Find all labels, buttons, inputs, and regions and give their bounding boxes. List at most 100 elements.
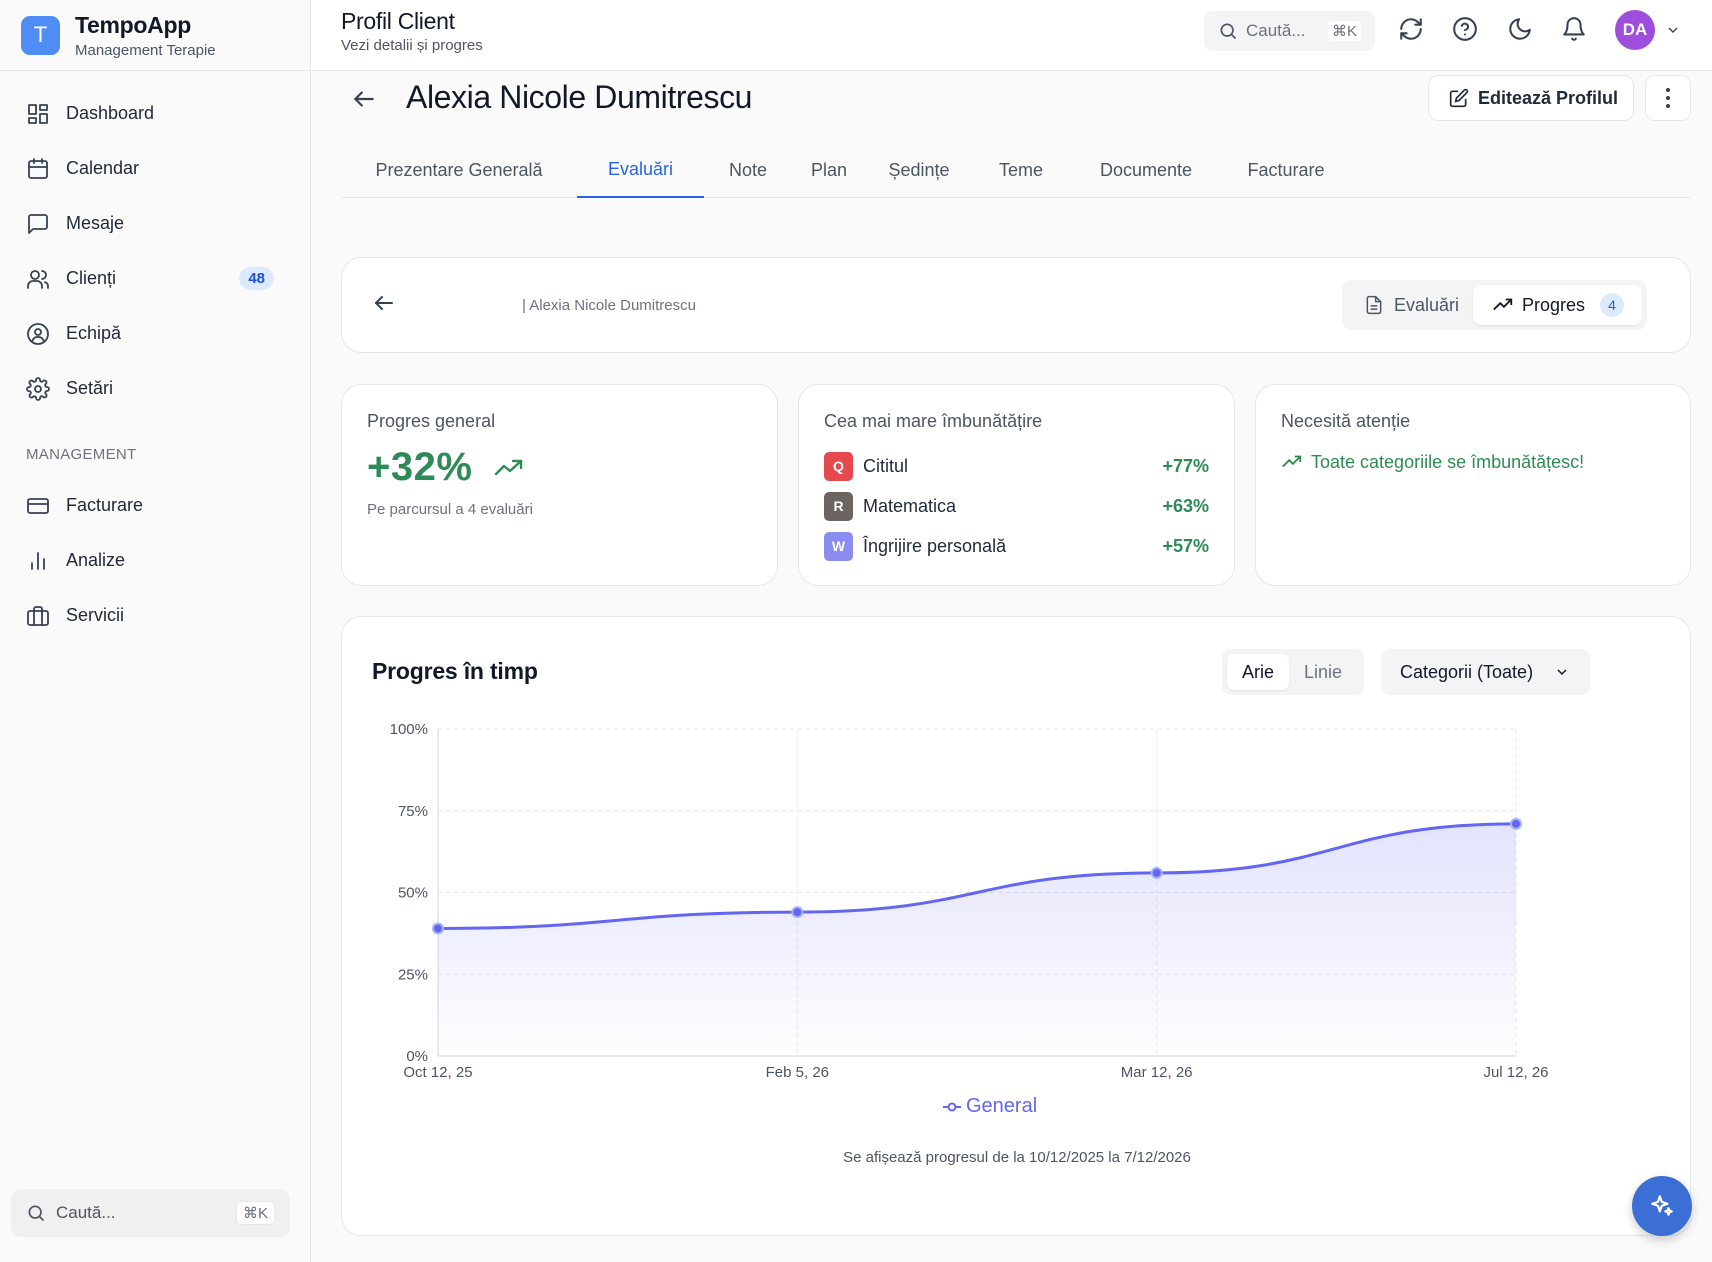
sidebar-item-clients[interactable]: Clienți 48 bbox=[0, 251, 310, 306]
credit-card-icon bbox=[27, 497, 49, 514]
sidebar-search-shortcut: ⌘K bbox=[235, 1201, 275, 1225]
list-item: R Matematica +63% bbox=[824, 491, 1209, 521]
sidebar-search-input[interactable]: Caută... ⌘K bbox=[11, 1189, 290, 1237]
sidebar-item-calendar[interactable]: Calendar bbox=[0, 141, 310, 196]
legend-line-marker bbox=[943, 1102, 961, 1111]
edit-profile-button[interactable]: Editează Profilul bbox=[1428, 75, 1634, 121]
search-icon bbox=[1220, 23, 1237, 40]
sidebar-item-messages[interactable]: Mesaje bbox=[0, 196, 310, 251]
more-vertical-icon bbox=[1666, 88, 1670, 108]
moon-icon bbox=[1509, 18, 1531, 40]
arrow-left-icon bbox=[354, 91, 374, 107]
page-subtitle: Vezi detalii și progres bbox=[341, 37, 483, 54]
assessment-subheader: | Alexia Nicole Dumitrescu Evaluări Prog… bbox=[341, 257, 1691, 353]
sidebar-item-settings[interactable]: Setări bbox=[0, 361, 310, 416]
y-tick-label: 100% bbox=[390, 721, 428, 738]
y-tick-label: 25% bbox=[398, 966, 428, 983]
file-text-icon bbox=[1366, 295, 1382, 315]
category-name: Îngrijire personală bbox=[863, 535, 1007, 556]
sidebar-item-label: Facturare bbox=[66, 495, 144, 515]
series-area-general bbox=[438, 823, 1516, 1056]
management-section-label: MANAGEMENT bbox=[26, 446, 137, 463]
category-select[interactable]: Categorii (Toate) bbox=[1381, 649, 1590, 695]
chart-legend: General bbox=[942, 1095, 1037, 1118]
category-badge: R bbox=[824, 491, 853, 521]
sidebar-item-label: Mesaje bbox=[66, 213, 125, 233]
avatar[interactable]: DA bbox=[1615, 10, 1655, 50]
tab-plan[interactable]: Plan bbox=[810, 160, 848, 180]
needs-attention-card: Necesită atenție Toate categoriile se îm… bbox=[1255, 384, 1691, 586]
data-point bbox=[432, 922, 444, 935]
top-improvement-label: Cea mai mare îmbunătățire bbox=[824, 411, 1043, 431]
tab-sessions[interactable]: Ședințe bbox=[888, 160, 950, 180]
sidebar-item-analytics[interactable]: Analize bbox=[0, 533, 310, 588]
data-point bbox=[791, 906, 804, 919]
more-options-button[interactable] bbox=[1645, 75, 1691, 121]
sidebar-item-services[interactable]: Servicii bbox=[0, 588, 310, 643]
category-improvement: +63% bbox=[1162, 495, 1209, 516]
sidebar-item-billing[interactable]: Facturare bbox=[0, 478, 310, 533]
calendar-icon bbox=[28, 157, 48, 179]
edit-icon bbox=[1449, 88, 1469, 108]
chevron-down-icon bbox=[1557, 669, 1567, 676]
y-tick-label: 50% bbox=[398, 885, 428, 902]
category-select-value: Categorii (Toate) bbox=[1400, 661, 1534, 682]
tab-documents[interactable]: Documente bbox=[1099, 160, 1193, 180]
tab-billing[interactable]: Facturare bbox=[1247, 160, 1325, 180]
breadcrumb: | Alexia Nicole Dumitrescu bbox=[522, 297, 696, 314]
refresh-button[interactable] bbox=[1398, 16, 1424, 42]
line-chart-button[interactable]: Linie bbox=[1304, 661, 1343, 682]
category-badge: W bbox=[824, 531, 853, 561]
trending-up-icon bbox=[1493, 298, 1513, 311]
dark-mode-toggle[interactable] bbox=[1507, 16, 1533, 42]
tab-notes[interactable]: Note bbox=[728, 160, 768, 180]
notifications-button[interactable] bbox=[1561, 16, 1587, 42]
gear-icon bbox=[26, 376, 50, 401]
search-icon bbox=[28, 1205, 45, 1222]
category-name: Matematica bbox=[863, 495, 957, 516]
main-content: Alexia Nicole Dumitrescu Editează Profil… bbox=[311, 71, 1712, 1262]
y-tick-label: 75% bbox=[398, 803, 428, 820]
tab-overview[interactable]: Prezentare Generală bbox=[375, 160, 543, 180]
message-icon bbox=[28, 213, 48, 234]
evaluations-view-button[interactable]: Evaluări bbox=[1364, 280, 1459, 330]
overall-progress-card: Progres general +32% Pe parcursul a 4 ev… bbox=[341, 384, 778, 586]
area-chart-button[interactable]: Arie bbox=[1227, 654, 1289, 690]
category-improvement: +77% bbox=[1162, 455, 1209, 476]
help-icon bbox=[1453, 17, 1477, 41]
data-point bbox=[1510, 817, 1522, 830]
chevron-down-icon[interactable] bbox=[1665, 22, 1681, 38]
chart-range-text: Se afișează progresul de la 10/12/2025 l… bbox=[843, 1149, 1191, 1166]
sparkles-icon bbox=[1651, 1195, 1673, 1216]
category-name: Cititul bbox=[863, 455, 909, 476]
y-tick-label: 0% bbox=[406, 1048, 428, 1065]
profile-tabs: Prezentare Generală Evaluări Note Plan Ș… bbox=[341, 143, 1691, 198]
trending-up-icon bbox=[494, 458, 524, 478]
app-name: TempoApp bbox=[75, 11, 191, 38]
sidebar-item-dashboard[interactable]: Dashboard bbox=[0, 86, 310, 141]
sidebar-item-label: Echipă bbox=[66, 323, 122, 343]
help-button[interactable] bbox=[1452, 16, 1478, 42]
sidebar-search-placeholder: Caută... bbox=[56, 1203, 116, 1222]
tab-evaluations[interactable]: Evaluări bbox=[577, 143, 704, 198]
ai-assistant-button[interactable] bbox=[1632, 1176, 1692, 1236]
legend-series-label: General bbox=[966, 1095, 1038, 1117]
chart-title: Progres în timp bbox=[372, 658, 538, 684]
clients-count-badge: 48 bbox=[239, 267, 274, 290]
progress-chart-card: Progres în timp Arie Linie Categorii (To… bbox=[341, 616, 1691, 1236]
page-title: Profil Client bbox=[341, 8, 455, 34]
x-tick-label: Oct 12, 25 bbox=[403, 1064, 472, 1081]
top-header: Profil Client Vezi detalii și progres Ca… bbox=[311, 0, 1712, 71]
tab-homework[interactable]: Teme bbox=[998, 160, 1043, 180]
sidebar-item-label: Setări bbox=[66, 378, 114, 398]
view-switcher: Evaluări Progres 4 bbox=[1342, 280, 1647, 330]
header-search-placeholder: Caută... bbox=[1246, 21, 1306, 40]
chart-type-toggle: Arie Linie bbox=[1222, 649, 1364, 695]
subheader-back-button[interactable] bbox=[372, 291, 396, 315]
overall-progress-sub: Pe parcursul a 4 evaluări bbox=[367, 501, 533, 518]
back-button[interactable] bbox=[351, 86, 377, 112]
progress-view-button[interactable]: Progres 4 bbox=[1473, 285, 1642, 325]
sidebar: T TempoApp Management Terapie Dashboard … bbox=[0, 0, 311, 1262]
header-search-input[interactable]: Caută... ⌘K bbox=[1204, 11, 1375, 51]
sidebar-item-team[interactable]: Echipă bbox=[0, 306, 310, 361]
